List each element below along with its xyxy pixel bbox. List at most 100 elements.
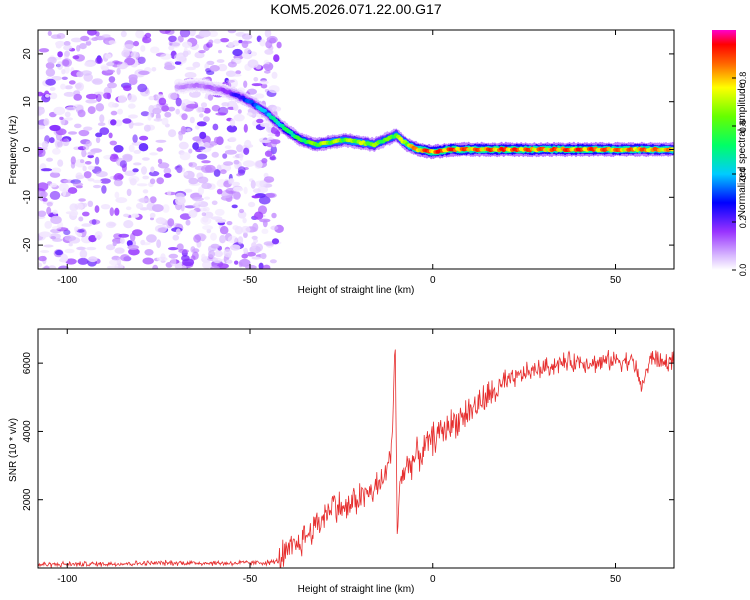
noise-speckle — [228, 178, 233, 185]
noise-speckle — [215, 112, 227, 116]
noise-speckle — [240, 225, 251, 234]
noise-speckle — [70, 37, 83, 43]
noise-speckle — [95, 132, 103, 138]
noise-speckle — [168, 247, 178, 251]
noise-speckle — [199, 131, 207, 140]
noise-speckle — [221, 102, 230, 107]
noise-speckle — [236, 173, 242, 177]
noise-speckle — [271, 238, 280, 245]
noise-speckle — [152, 264, 159, 269]
noise-speckle — [201, 253, 206, 260]
noise-speckle — [181, 113, 188, 121]
noise-speckle — [113, 174, 118, 181]
noise-speckle — [60, 254, 69, 263]
noise-speckle — [226, 125, 238, 133]
noise-speckle — [208, 30, 218, 37]
noise-speckle — [64, 50, 70, 57]
noise-speckle — [81, 223, 92, 227]
noise-speckle — [262, 64, 271, 69]
noise-speckle — [198, 50, 206, 54]
figure-title: KOM5.2026.071.22.00.G17 — [270, 1, 441, 17]
noise-speckle — [142, 257, 154, 265]
noise-speckle — [56, 61, 64, 70]
noise-speckle — [199, 113, 204, 118]
noise-speckle — [170, 257, 177, 267]
noise-speckle — [53, 106, 66, 116]
noise-speckle — [50, 236, 56, 240]
noise-speckle — [201, 160, 211, 164]
noise-speckle — [181, 102, 187, 111]
noise-speckle — [192, 136, 203, 142]
noise-speckle — [230, 118, 235, 127]
noise-speckle — [105, 244, 116, 251]
noise-speckle — [271, 106, 282, 112]
noise-speckle — [60, 83, 66, 90]
noise-speckle — [110, 119, 117, 126]
spectrogram-y-label: Frequency (Hz) — [8, 116, 19, 185]
noise-speckle — [38, 210, 47, 217]
noise-speckle — [85, 40, 92, 46]
noise-speckle — [259, 139, 271, 143]
noise-speckle — [258, 196, 271, 205]
noise-speckle — [186, 103, 199, 109]
noise-speckle — [75, 174, 85, 180]
noise-speckle — [95, 171, 108, 178]
noise-speckle — [38, 146, 44, 155]
noise-speckle — [126, 188, 132, 197]
noise-speckle — [188, 162, 198, 168]
noise-speckle — [64, 85, 73, 90]
noise-speckle — [212, 123, 219, 131]
noise-speckle — [224, 149, 237, 155]
noise-speckle — [91, 219, 97, 225]
noise-speckle — [168, 92, 178, 100]
noise-speckle — [193, 234, 202, 243]
noise-speckle — [115, 197, 128, 204]
noise-speckle — [51, 226, 62, 230]
noise-speckle — [77, 257, 89, 265]
noise-speckle — [180, 125, 187, 135]
noise-speckle — [252, 188, 262, 193]
noise-speckle — [244, 48, 251, 55]
noise-speckle — [258, 262, 264, 269]
noise-speckle — [82, 144, 90, 151]
noise-speckle — [45, 78, 56, 86]
noise-speckle — [123, 213, 130, 218]
noise-speckle — [207, 94, 214, 101]
noise-speckle — [175, 228, 181, 235]
noise-speckle — [142, 157, 150, 161]
noise-speckle — [132, 229, 143, 237]
noise-speckle — [168, 35, 177, 42]
noise-speckle — [67, 131, 78, 135]
noise-speckle — [179, 213, 192, 220]
noise-speckle — [167, 218, 175, 227]
noise-speckle — [72, 104, 84, 110]
noise-speckle — [118, 233, 130, 238]
noise-speckle — [38, 255, 47, 262]
noise-speckle — [243, 147, 250, 155]
noise-speckle — [178, 132, 183, 141]
noise-speckle — [146, 234, 157, 243]
noise-speckle — [38, 142, 43, 147]
noise-speckle — [112, 241, 117, 247]
noise-speckle — [155, 139, 167, 143]
noise-speckle — [271, 71, 278, 79]
noise-speckle — [196, 121, 207, 127]
noise-speckle — [83, 171, 92, 179]
noise-speckle — [51, 76, 62, 81]
noise-speckle — [114, 119, 123, 127]
noise-speckle — [149, 152, 158, 156]
noise-speckle — [168, 129, 177, 138]
snr-series — [38, 349, 674, 568]
noise-speckle — [149, 196, 157, 204]
noise-speckle — [101, 185, 107, 194]
noise-speckle — [74, 123, 82, 129]
noise-speckle — [77, 232, 83, 238]
noise-speckle — [219, 235, 226, 244]
noise-speckle — [82, 211, 90, 217]
noise-speckle — [136, 183, 148, 187]
noise-speckle — [46, 206, 52, 215]
noise-speckle — [127, 244, 139, 250]
noise-speckle — [176, 243, 184, 251]
noise-speckle — [270, 145, 277, 155]
noise-speckle — [82, 202, 88, 208]
